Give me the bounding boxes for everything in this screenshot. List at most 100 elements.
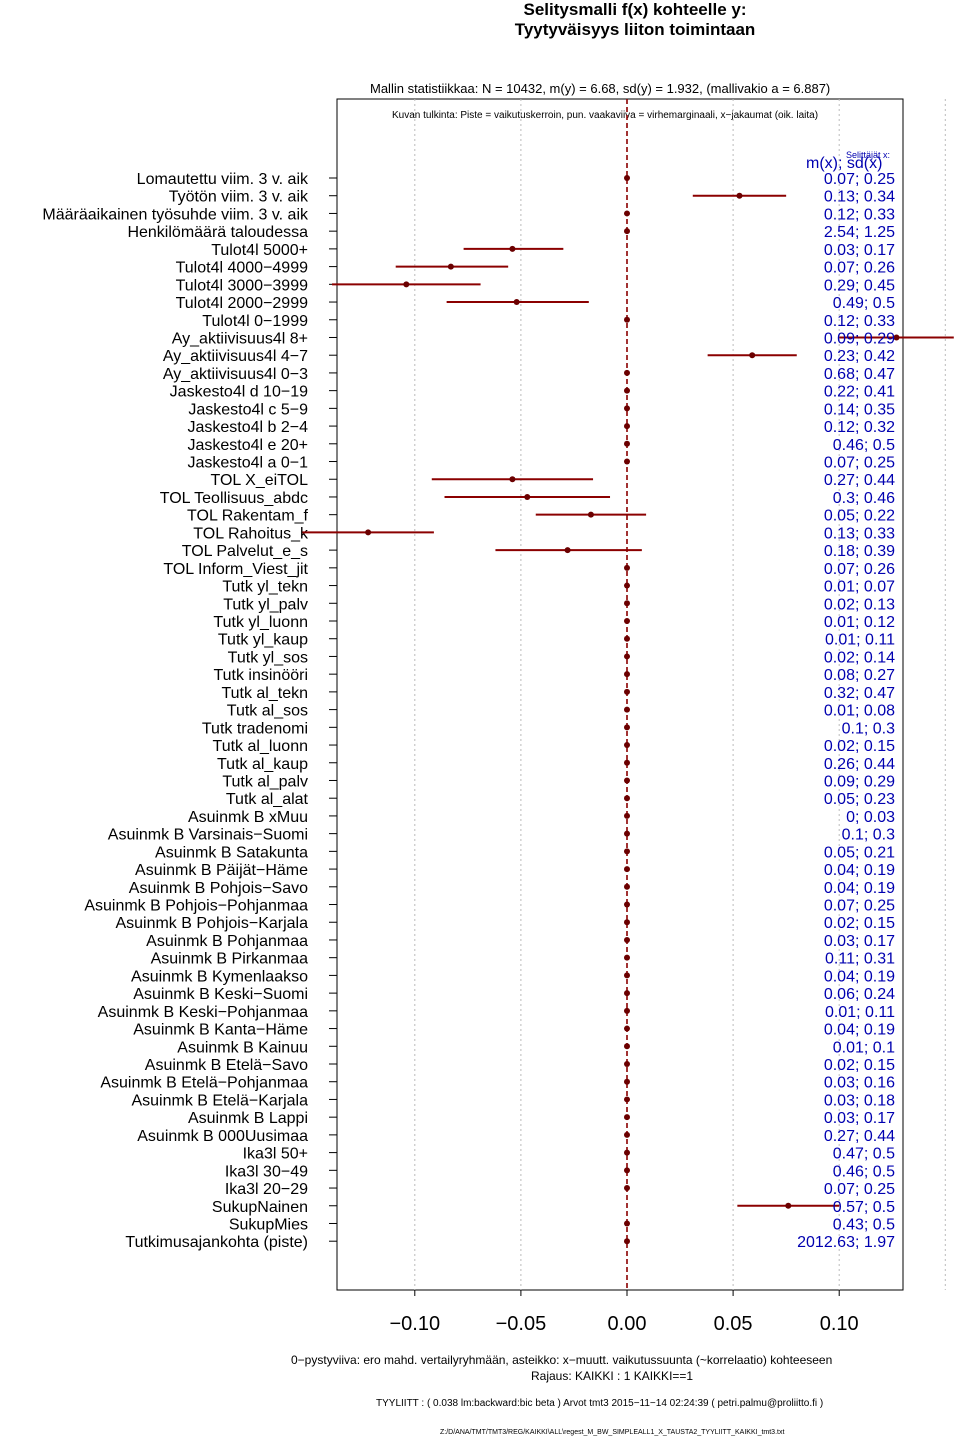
estimate-point [524, 493, 531, 500]
variable-label: Ay_aktiivisuus4l 0−3 [163, 366, 308, 383]
stat-value: 0.26; 0.44 [824, 756, 895, 773]
plot-frame [336, 98, 904, 1291]
variable-label: Asuinmk B Varsinais−Suomi [108, 827, 308, 844]
estimate-point [624, 812, 630, 819]
variable-label: Asuinmk B Lappi [188, 1110, 308, 1127]
estimate-point [624, 1007, 630, 1014]
variable-label: Jaskesto4l b 2−4 [187, 419, 308, 436]
variable-label: Asuinmk B Etelä−Savo [145, 1057, 308, 1074]
estimate-point [624, 830, 630, 837]
stat-value: 0.09; 0.29 [824, 773, 895, 790]
x-tick-label: 0.00 [608, 1313, 647, 1335]
estimate-point [624, 972, 630, 979]
x-tick-label: 0.05 [714, 1313, 753, 1335]
variable-label: Tulot4l 2000−2999 [176, 295, 309, 312]
variable-label: Jaskesto4l c 5−9 [188, 401, 308, 418]
stat-value: 0.22; 0.41 [824, 384, 895, 401]
variable-label: Tulot4l 4000−4999 [176, 260, 309, 277]
variable-label: Jaskesto4l e 20+ [187, 437, 308, 454]
stat-value: 0.12; 0.33 [824, 313, 895, 330]
estimate-point [624, 848, 630, 855]
stat-value: 0.01; 0.08 [824, 703, 895, 720]
variable-label: Tutk yl_sos [228, 649, 308, 666]
variable-label: Tutk yl_tekn [222, 579, 308, 596]
x-tick-label: −0.10 [389, 1313, 440, 1335]
estimate-point [447, 263, 454, 270]
estimate-point [403, 281, 410, 288]
stat-value: 0.05; 0.23 [824, 791, 895, 808]
estimate-point [624, 440, 630, 447]
variable-label: Tutk yl_kaup [218, 632, 308, 649]
estimate-point [736, 192, 743, 199]
estimate-point [624, 653, 630, 660]
variable-label: Määräaikainen työsuhde viim. 3 v. aik [42, 206, 309, 223]
estimate-point [624, 742, 630, 749]
variable-label: Ay_aktiivisuus4l 8+ [172, 330, 308, 347]
estimate-point [624, 369, 630, 376]
stat-value: 0.1; 0.3 [842, 827, 895, 844]
stat-value: 0.01; 0.11 [825, 632, 895, 649]
stat-value: 2.54; 1.25 [824, 224, 895, 241]
variable-label: Tutk al_palv [222, 773, 308, 790]
estimate-point [624, 1114, 630, 1121]
footer-style-info: TYYLIITT : ( 0.038 lm:backward:bic beta … [376, 1398, 824, 1409]
stat-value: 0.02; 0.13 [824, 596, 895, 613]
stat-value: 0.23; 0.42 [824, 348, 895, 365]
estimate-point [624, 1131, 630, 1138]
interpretation-note: Kuvan tulkinta: Piste = vaikutuskerroin,… [392, 110, 819, 121]
stat-value: 0.3; 0.46 [833, 490, 895, 507]
stat-value: 0.68; 0.47 [824, 366, 895, 383]
stat-value: 0.04; 0.19 [824, 862, 895, 879]
variable-label: Tutk insinööri [213, 667, 308, 684]
estimate-point [624, 954, 630, 961]
variable-label: Asuinmk B Pohjois−Savo [129, 880, 308, 897]
estimate-point [624, 795, 630, 802]
estimate-point [509, 476, 516, 483]
estimate-point [509, 245, 516, 252]
stat-value: 0.04; 0.19 [824, 880, 895, 897]
stat-value: 0.02; 0.15 [824, 1057, 895, 1074]
chart-title-line2: Tyytyväisyys liiton toimintaan [514, 20, 756, 39]
variable-label: TOL Rahoitus_k [193, 525, 309, 542]
stat-value: 0.01; 0.11 [825, 1004, 895, 1021]
estimate-point [624, 866, 630, 873]
estimate-point [513, 299, 520, 306]
variable-label: Työtön viim. 3 v. aik [169, 189, 309, 206]
estimate-point [624, 1025, 630, 1032]
estimate-point [624, 210, 630, 217]
estimate-point [624, 582, 630, 589]
variable-label: Tutk al_alat [226, 791, 309, 808]
estimate-point [624, 936, 630, 943]
variable-label: Tutk yl_luonn [213, 614, 308, 631]
stat-column-header: m(x); sd(x) [806, 155, 883, 172]
estimate-point [624, 405, 630, 412]
variable-label: Asuinmk B Etelä−Karjala [131, 1092, 308, 1109]
variable-label: Asuinmk B Pirkanmaa [151, 951, 308, 968]
variable-label: Henkilömäärä taloudessa [127, 224, 308, 241]
stat-value: 0.04; 0.19 [824, 1022, 895, 1039]
stat-value: 0.02; 0.14 [824, 649, 895, 666]
variable-label: Asuinmk B Kymenlaakso [131, 968, 308, 985]
stat-value: 0.32; 0.47 [824, 685, 895, 702]
estimate-point [624, 458, 630, 465]
variable-label: Asuinmk B Keski−Pohjanmaa [98, 1004, 308, 1021]
variable-label: Tulot4l 5000+ [211, 242, 308, 259]
footer-filter: Rajaus: KAIKKI : 1 KAIKKI==1 [531, 1369, 694, 1383]
variable-label: Jaskesto4l a 0−1 [187, 455, 308, 472]
variable-label: Tutk al_luonn [213, 738, 308, 755]
variable-label: Lomautettu viim. 3 v. aik [137, 171, 309, 188]
estimate-point [624, 883, 630, 890]
model-statistics: Mallin statistiikkaa: N = 10432, m(y) = … [370, 81, 831, 96]
stat-value: 0.46; 0.5 [833, 437, 895, 454]
variable-label: Asuinmk B Päijät−Häme [135, 862, 308, 879]
stat-value: 0.04; 0.19 [824, 968, 895, 985]
stat-value: 0.12; 0.32 [824, 419, 895, 436]
stat-value: 0.07; 0.25 [824, 455, 895, 472]
estimate-point [624, 1096, 630, 1103]
estimate-point [624, 564, 630, 571]
estimate-point [893, 334, 900, 341]
variable-label: Tulot4l 3000−3999 [176, 277, 309, 294]
variable-label: Asuinmk B xMuu [188, 809, 308, 826]
stat-value: 0.57; 0.5 [833, 1199, 895, 1216]
estimate-point [624, 1167, 630, 1174]
